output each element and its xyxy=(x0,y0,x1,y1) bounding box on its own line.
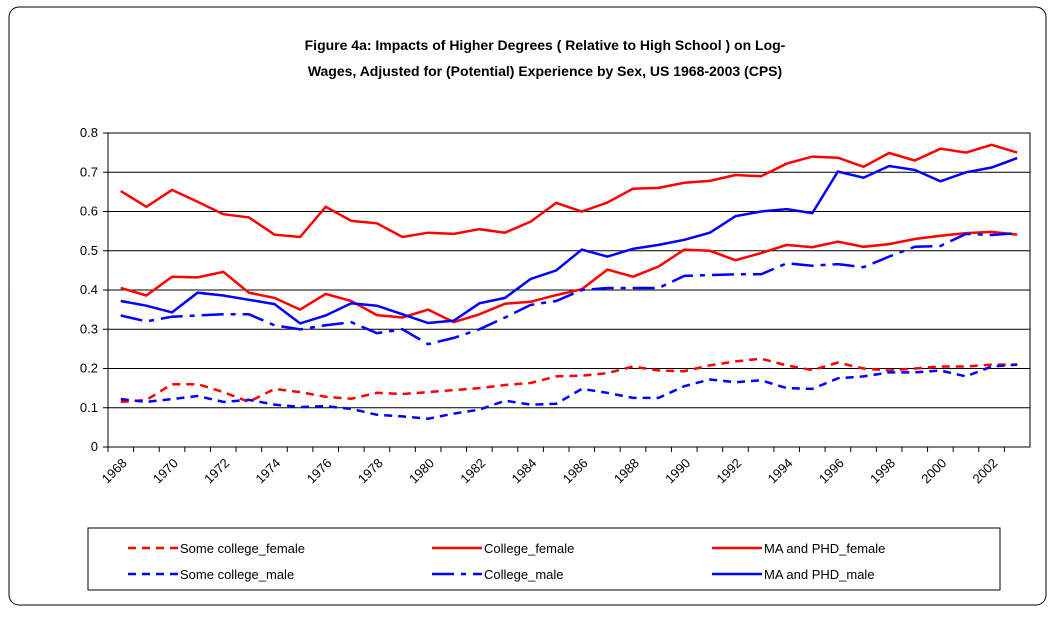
y-tick-label: 0.2 xyxy=(80,361,98,376)
y-tick-label: 0.7 xyxy=(80,164,98,179)
series-line xyxy=(120,230,1018,324)
y-tick-label: 0 xyxy=(91,439,98,454)
series-line xyxy=(120,231,1018,346)
series-line xyxy=(120,357,1018,404)
legend-label: College_female xyxy=(484,541,574,556)
chart-title: Wages, Adjusted for (Potential) Experien… xyxy=(308,63,782,79)
y-tick-label: 0.6 xyxy=(80,204,98,219)
legend-label: MA and PHD_female xyxy=(764,541,885,556)
y-tick-label: 0.8 xyxy=(80,125,98,140)
y-tick-label: 0.3 xyxy=(80,321,98,336)
legend-label: College_male xyxy=(484,567,564,582)
legend-label: Some college_female xyxy=(180,541,305,556)
y-tick-label: 0.1 xyxy=(80,400,98,415)
series-line xyxy=(120,143,1018,239)
legend-box xyxy=(87,527,1001,591)
y-tick-label: 0.4 xyxy=(80,282,98,297)
series-line xyxy=(120,156,1018,325)
y-tick-label: 0.5 xyxy=(80,243,98,258)
series-line xyxy=(120,363,1018,420)
legend-label: Some college_male xyxy=(180,567,294,582)
chart-title: Figure 4a: Impacts of Higher Degrees ( R… xyxy=(305,37,786,53)
legend-label: MA and PHD_male xyxy=(764,567,875,582)
